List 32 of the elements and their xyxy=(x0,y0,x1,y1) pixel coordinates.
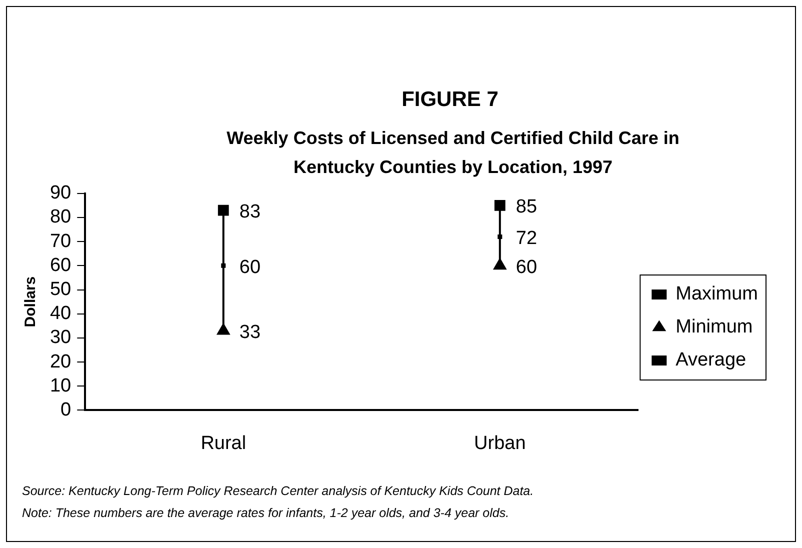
y-tick-label: 90 xyxy=(50,182,72,204)
y-tick-label: 40 xyxy=(50,303,72,324)
data-label: 85 xyxy=(516,196,538,218)
point xyxy=(216,323,230,335)
x-tick-label: Rural xyxy=(200,432,246,454)
data-label: 33 xyxy=(239,322,261,343)
text: Note: These numbers are the average rates for infants, 1-2 year olds, and 3-4 year olds. xyxy=(22,505,510,522)
data-label: 83 xyxy=(239,201,261,222)
y-tick-label: 80 xyxy=(50,206,72,228)
point xyxy=(498,234,502,240)
legend-label: Average xyxy=(676,350,746,371)
y-axis-title: Dollars xyxy=(22,276,40,328)
chart-subtitle: Weekly Costs of Licensed and Certified Child Care in Kentucky Counties by Location, 1997 xyxy=(226,127,680,179)
legend-label: Minimum xyxy=(676,316,753,338)
y-tick-label: 0 xyxy=(60,399,72,420)
data-label: 72 xyxy=(516,228,538,249)
legend-label: Maximum xyxy=(676,284,758,305)
point xyxy=(494,200,506,211)
point xyxy=(493,258,506,270)
y-tick-label: 60 xyxy=(50,254,72,276)
data-label: 60 xyxy=(516,256,538,278)
y-tick-label: 50 xyxy=(50,278,72,300)
y-tick-label: 10 xyxy=(50,375,72,396)
y-tick-label: 30 xyxy=(50,327,72,348)
source-note: Source: Kentucky Long-Term Policy Research Center analysis of Kentucky Kids Count Data. xyxy=(22,483,534,500)
data-label: 60 xyxy=(239,256,261,278)
y-tick-label: 20 xyxy=(50,351,72,372)
point xyxy=(218,204,229,216)
point xyxy=(221,263,226,268)
chart-title: FIGURE 7 xyxy=(400,88,500,112)
x-tick-label: Urban xyxy=(474,432,526,454)
y-tick-label: 70 xyxy=(50,230,72,252)
